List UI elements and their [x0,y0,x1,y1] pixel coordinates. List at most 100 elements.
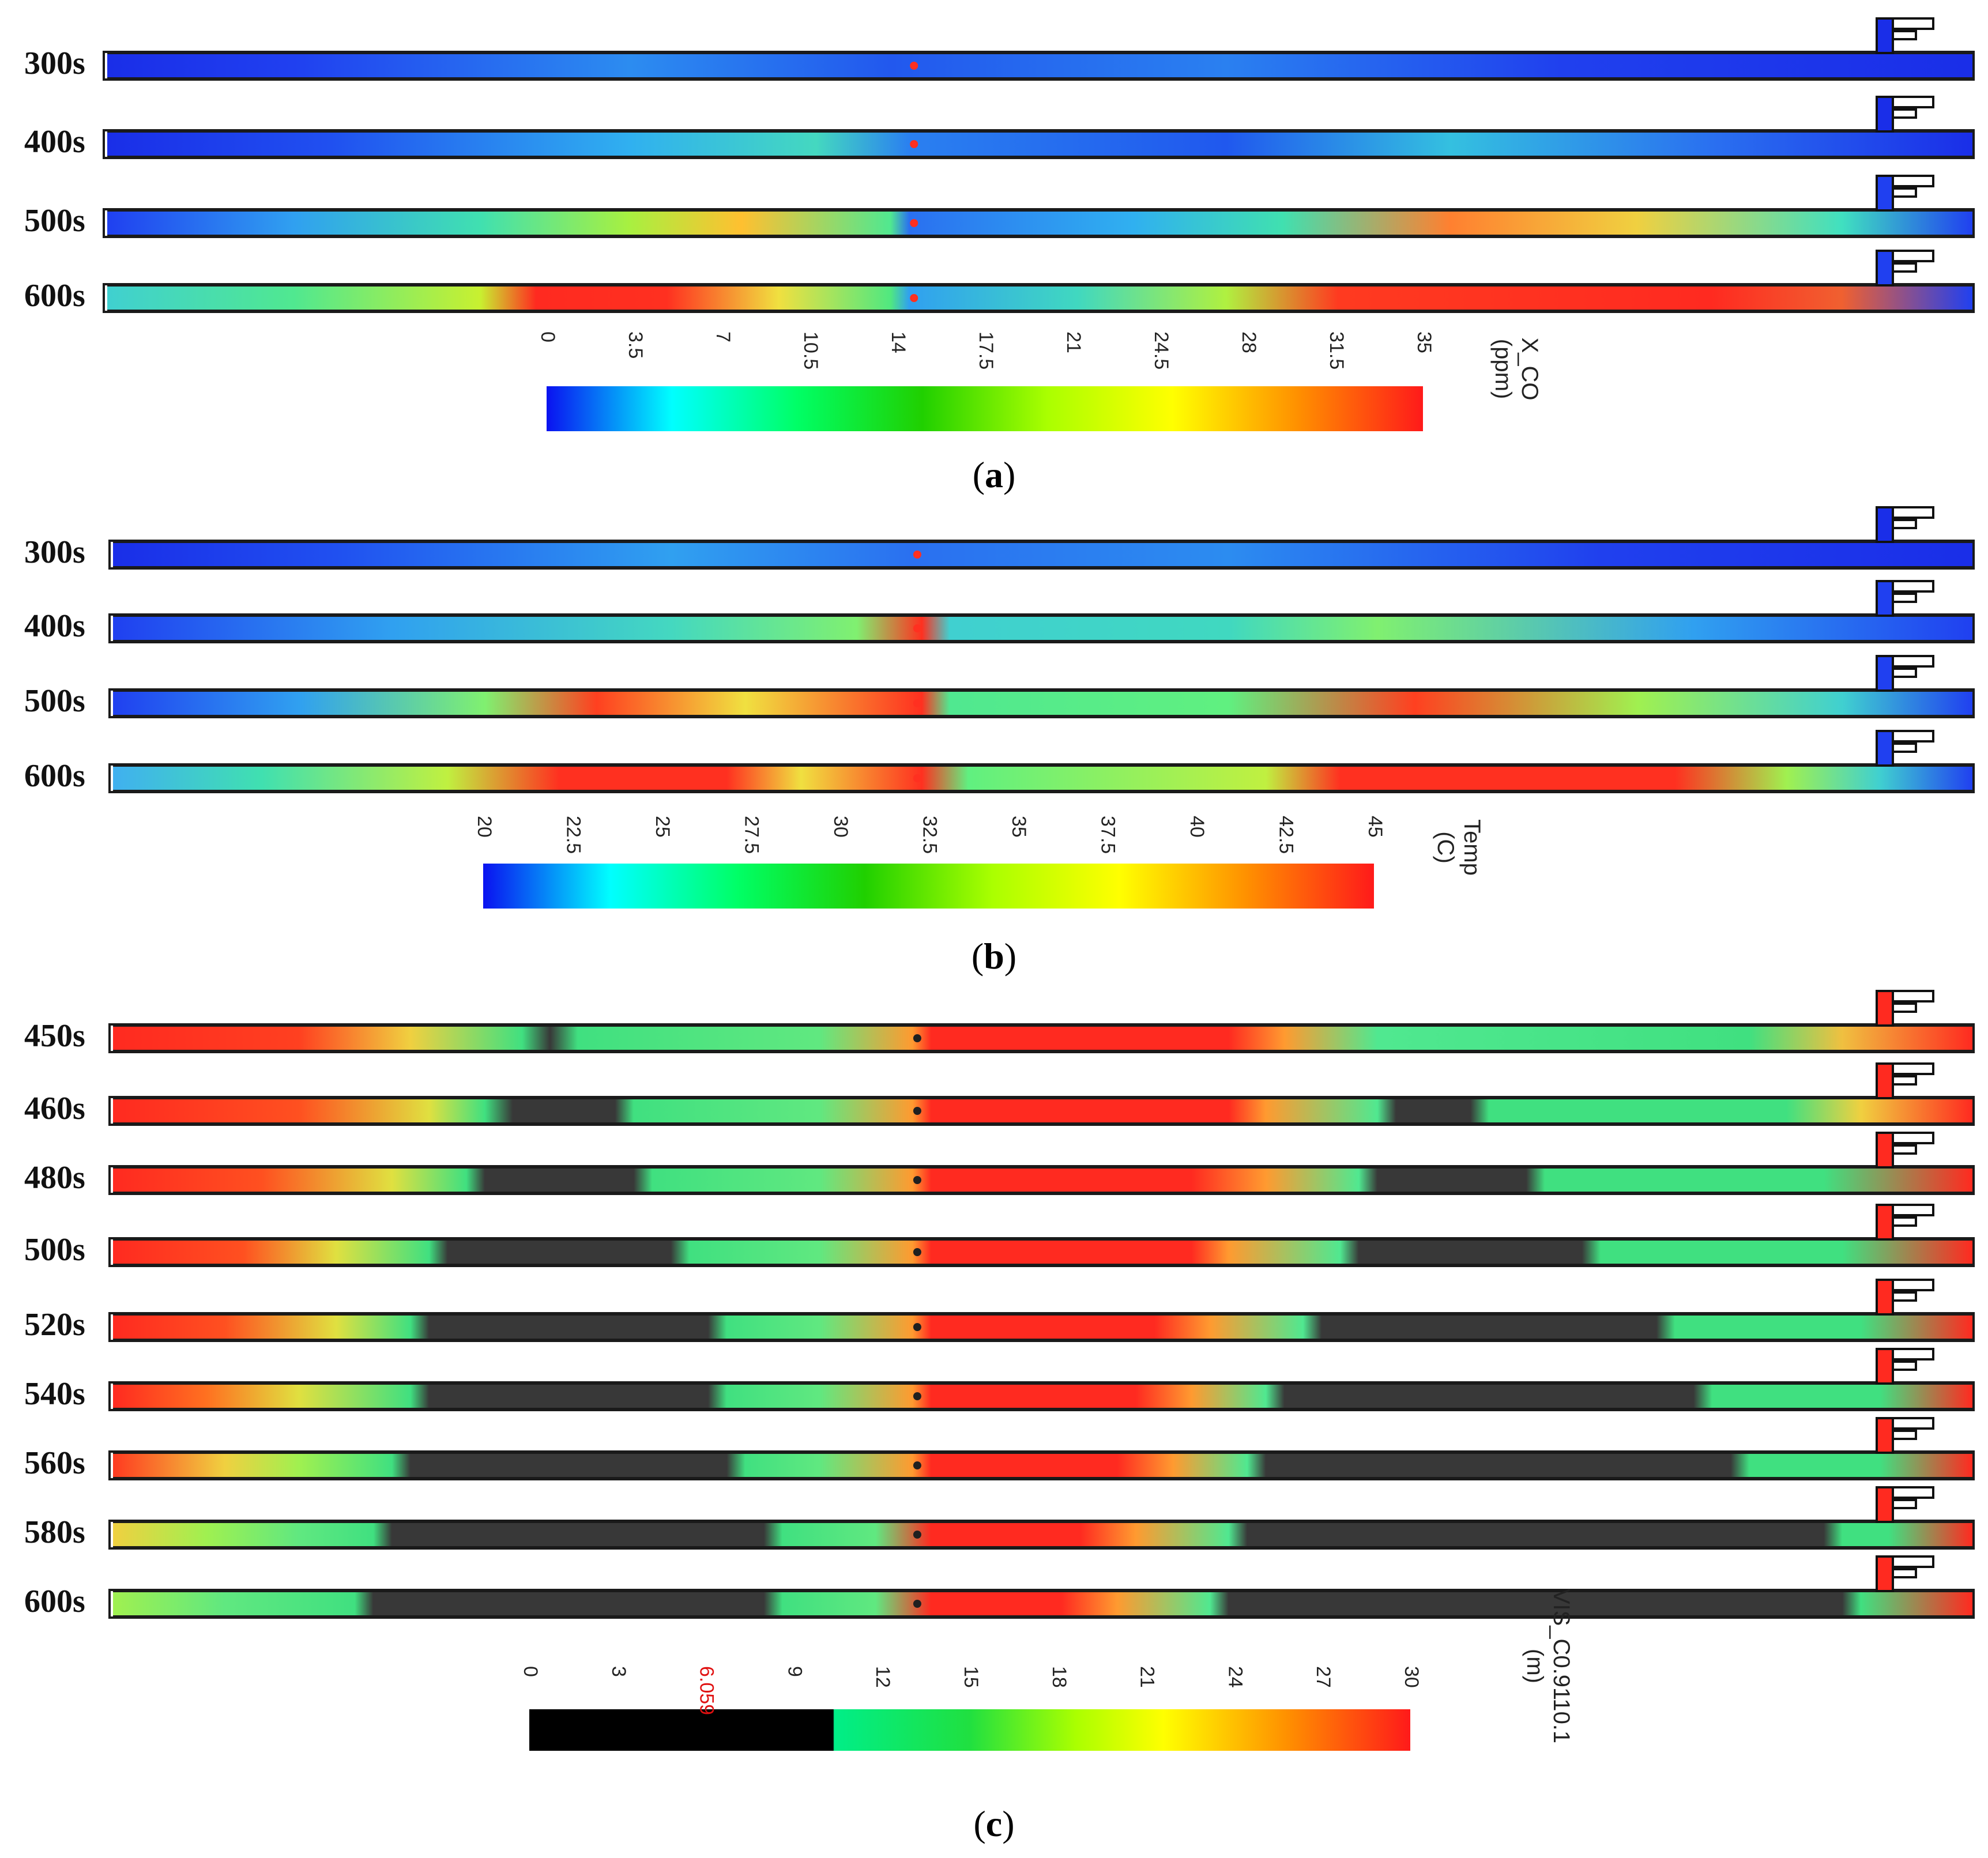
colorbar: 0 3.5 7 10.5 14 17.5 21 24.5 28 31.5 35 X_CO(ppm) [537,331,1542,431]
panel-b: 300s 400s 500s 600s 20 22.5 25 27.5 30 32.5 35 37.5… [24,506,1975,977]
contour-field [107,287,1972,310]
colorbar-tick-label: 20 [473,816,495,838]
shaft-outline [1876,1204,1934,1241]
time-label: 520s [24,1307,85,1343]
tunnel-end-cap [111,766,113,791]
fire-source-marker [913,1107,921,1115]
contour-row: 500s [24,655,1975,719]
fire-source-marker [910,294,918,302]
colorbar-tick-label: 6.059 [696,1666,718,1715]
contour-field [113,1316,1972,1339]
contour-row: 540s [24,1348,1975,1412]
time-label: 460s [24,1091,85,1126]
fire-source-marker [913,551,921,559]
contour-row: 500s [24,175,1975,239]
colorbar-tick-label: 35 [1413,331,1435,353]
colorbar: 20 22.5 25 27.5 30 32.5 35 37.5 40 42.5 45 Temp(C) [473,816,1485,909]
panel-a: 300s 400s 500s 600s 0 3.5 7 10.5 14 17.5 21 24.5 28 3… [24,17,1975,495]
time-label: 580s [24,1514,85,1550]
colorbar-tick-label: 3 [608,1666,630,1677]
contour-field [113,1454,1972,1477]
colorbar-gradient [483,864,1374,909]
colorbar-tick-label: 21 [1136,1666,1158,1688]
contour-field [113,1523,1972,1546]
contour-row: 460s [24,1062,1975,1126]
time-label: 500s [24,683,85,719]
time-label: 400s [24,124,85,160]
colorbar-unit: (C) [1433,831,1458,864]
colorbar-tick-label: 3.5 [624,331,646,359]
shaft-outline [1876,1486,1934,1523]
fire-source-marker [913,1531,921,1539]
time-label: 300s [24,534,85,570]
tunnel-end-cap [111,1522,113,1547]
fire-source-marker [910,62,918,70]
colorbar-tick-label: 42.5 [1275,816,1297,854]
time-label: 400s [24,608,85,644]
contour-row: 600s [24,1555,1975,1619]
colorbar-tick-label: 0 [519,1666,541,1677]
contour-field [113,1592,1972,1615]
contour-row: 400s [24,96,1975,160]
time-label: 300s [24,46,85,81]
panel-c: 450s 460s 480s 500s 520s 540s 560s 580s 600s 0 3 6.… [24,990,1975,1844]
colorbar: 0 3 6.059 9 12 15 18 21 24 27 30 VIS_C0.9110.1(m) [519,1589,1574,1751]
colorbar-tick-label: 10.5 [800,331,822,370]
colorbar-gradient [529,1709,1410,1751]
tunnel-end-cap [105,285,107,311]
contour-row: 480s [24,1132,1975,1196]
contour-row: 560s [24,1417,1975,1481]
colorbar-tick-label: 24 [1224,1666,1246,1688]
contour-field [113,543,1972,566]
colorbar-tick-label: 15 [960,1666,982,1688]
shaft-outline [1876,580,1934,617]
contour-row: 600s [24,730,1975,794]
fire-source-marker [913,1034,921,1042]
time-label: 600s [24,758,85,794]
colorbar-tick-label: 21 [1063,331,1085,353]
contour-field [113,1385,1972,1408]
time-label: 600s [24,1584,85,1619]
colorbar-tick-label: 27 [1312,1666,1334,1688]
tunnel-end-cap [111,1098,113,1124]
colorbar-tick-label: 25 [652,816,673,838]
time-label: 560s [24,1445,85,1481]
tunnel-end-cap [111,1453,113,1478]
tunnel-end-cap [111,1167,113,1193]
contour-row: 450s [24,990,1975,1054]
contour-row: 580s [24,1486,1975,1550]
shaft-outline [1876,96,1934,133]
contour-row: 500s [24,1204,1975,1268]
tunnel-end-cap [111,1384,113,1409]
colorbar-unit: (ppm) [1490,339,1516,399]
colorbar-tick-label: 14 [887,331,909,353]
colorbar-tick-label: 35 [1008,816,1030,838]
contour-field [113,767,1972,790]
time-label: 450s [24,1018,85,1054]
contour-row: 300s [24,506,1975,570]
shaft-outline [1876,730,1934,767]
colorbar-unit: (m) [1522,1649,1548,1683]
tunnel-end-cap [111,1314,113,1340]
colorbar-gradient [547,386,1423,431]
tunnel-end-cap [111,1591,113,1616]
contour-field [107,54,1972,77]
contour-field [113,1027,1972,1050]
colorbar-tick-label: 45 [1364,816,1386,838]
time-label: 500s [24,203,85,239]
contour-row: 520s [24,1279,1975,1343]
fire-source-marker [910,219,918,227]
colorbar-tick-label: 30 [830,816,852,838]
tunnel-end-cap [111,1026,113,1051]
contour-field [113,1169,1972,1192]
fire-source-marker [913,1323,921,1331]
colorbar-tick-label: 7 [712,331,734,342]
colorbar-tick-label: 28 [1238,331,1260,353]
shaft-outline [1876,1132,1934,1169]
shaft-outline [1876,990,1934,1027]
tunnel-end-cap [105,210,107,236]
colorbar-tick-label: 0 [537,331,559,342]
contour-field [113,617,1972,640]
fire-source-marker [913,1600,921,1608]
